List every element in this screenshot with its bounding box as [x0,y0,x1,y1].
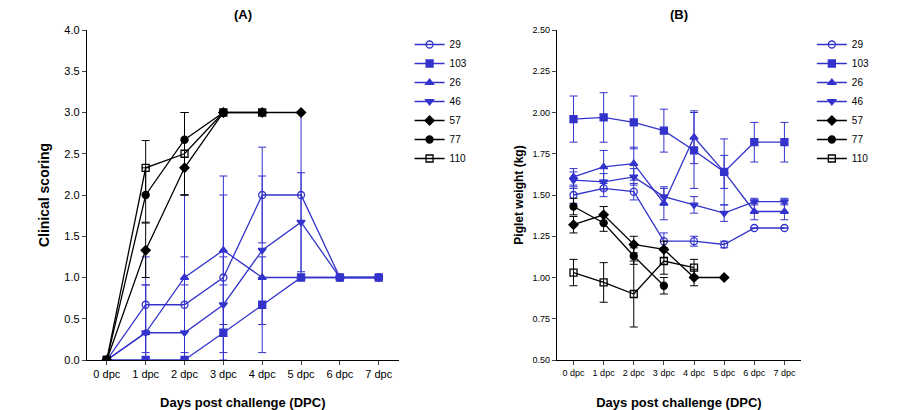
svg-text:29: 29 [450,39,462,50]
svg-text:26: 26 [852,77,864,88]
svg-text:1.00: 1.00 [533,273,551,283]
svg-text:77: 77 [450,134,462,145]
svg-text:2.25: 2.25 [533,66,551,76]
svg-text:110: 110 [450,153,466,164]
svg-text:1.0: 1.0 [64,271,79,283]
svg-text:3 dpc: 3 dpc [653,368,676,378]
svg-text:2.0: 2.0 [64,189,79,201]
svg-text:46: 46 [852,96,864,107]
svg-text:Days post challenge (DPC): Days post challenge (DPC) [160,395,325,410]
svg-text:3.0: 3.0 [64,106,79,118]
svg-text:0.50: 0.50 [533,355,551,365]
svg-text:1 dpc: 1 dpc [593,368,616,378]
svg-text:6 dpc: 6 dpc [743,368,766,378]
svg-text:4 dpc: 4 dpc [683,368,706,378]
svg-text:3.5: 3.5 [64,65,79,77]
svg-text:57: 57 [450,115,462,126]
svg-text:103: 103 [852,58,869,69]
svg-text:1 dpc: 1 dpc [132,368,159,380]
svg-text:0.5: 0.5 [64,313,79,325]
svg-text:29: 29 [852,39,864,50]
svg-text:3 dpc: 3 dpc [210,368,237,380]
svg-text:1.25: 1.25 [533,231,551,241]
svg-text:(A): (A) [234,7,252,22]
svg-text:(B): (B) [670,7,688,22]
svg-text:2.50: 2.50 [533,25,551,35]
svg-text:0 dpc: 0 dpc [562,368,585,378]
svg-text:Clinical scoring: Clinical scoring [36,143,52,247]
svg-text:4.0: 4.0 [64,24,79,36]
svg-text:2 dpc: 2 dpc [623,368,646,378]
svg-text:4 dpc: 4 dpc [249,368,276,380]
svg-text:77: 77 [852,134,864,145]
svg-text:7 dpc: 7 dpc [365,368,392,380]
svg-text:0.0: 0.0 [64,354,79,366]
svg-text:Piglet weight (kg): Piglet weight (kg) [512,145,526,244]
svg-text:6 dpc: 6 dpc [326,368,353,380]
svg-text:1.75: 1.75 [533,149,551,159]
svg-text:7 dpc: 7 dpc [773,368,796,378]
svg-text:0 dpc: 0 dpc [93,368,120,380]
svg-text:110: 110 [852,153,868,164]
svg-text:1.50: 1.50 [533,190,551,200]
svg-text:26: 26 [450,77,462,88]
svg-text:2 dpc: 2 dpc [171,368,198,380]
svg-text:5 dpc: 5 dpc [288,368,315,380]
svg-text:2.5: 2.5 [64,148,79,160]
svg-text:1.5: 1.5 [64,230,79,242]
svg-text:2.00: 2.00 [533,108,551,118]
svg-text:57: 57 [852,115,864,126]
svg-text:5 dpc: 5 dpc [713,368,736,378]
svg-text:103: 103 [450,58,467,69]
svg-text:Days post challenge (DPC): Days post challenge (DPC) [596,395,761,410]
svg-text:0.75: 0.75 [533,314,551,324]
svg-text:46: 46 [450,96,462,107]
